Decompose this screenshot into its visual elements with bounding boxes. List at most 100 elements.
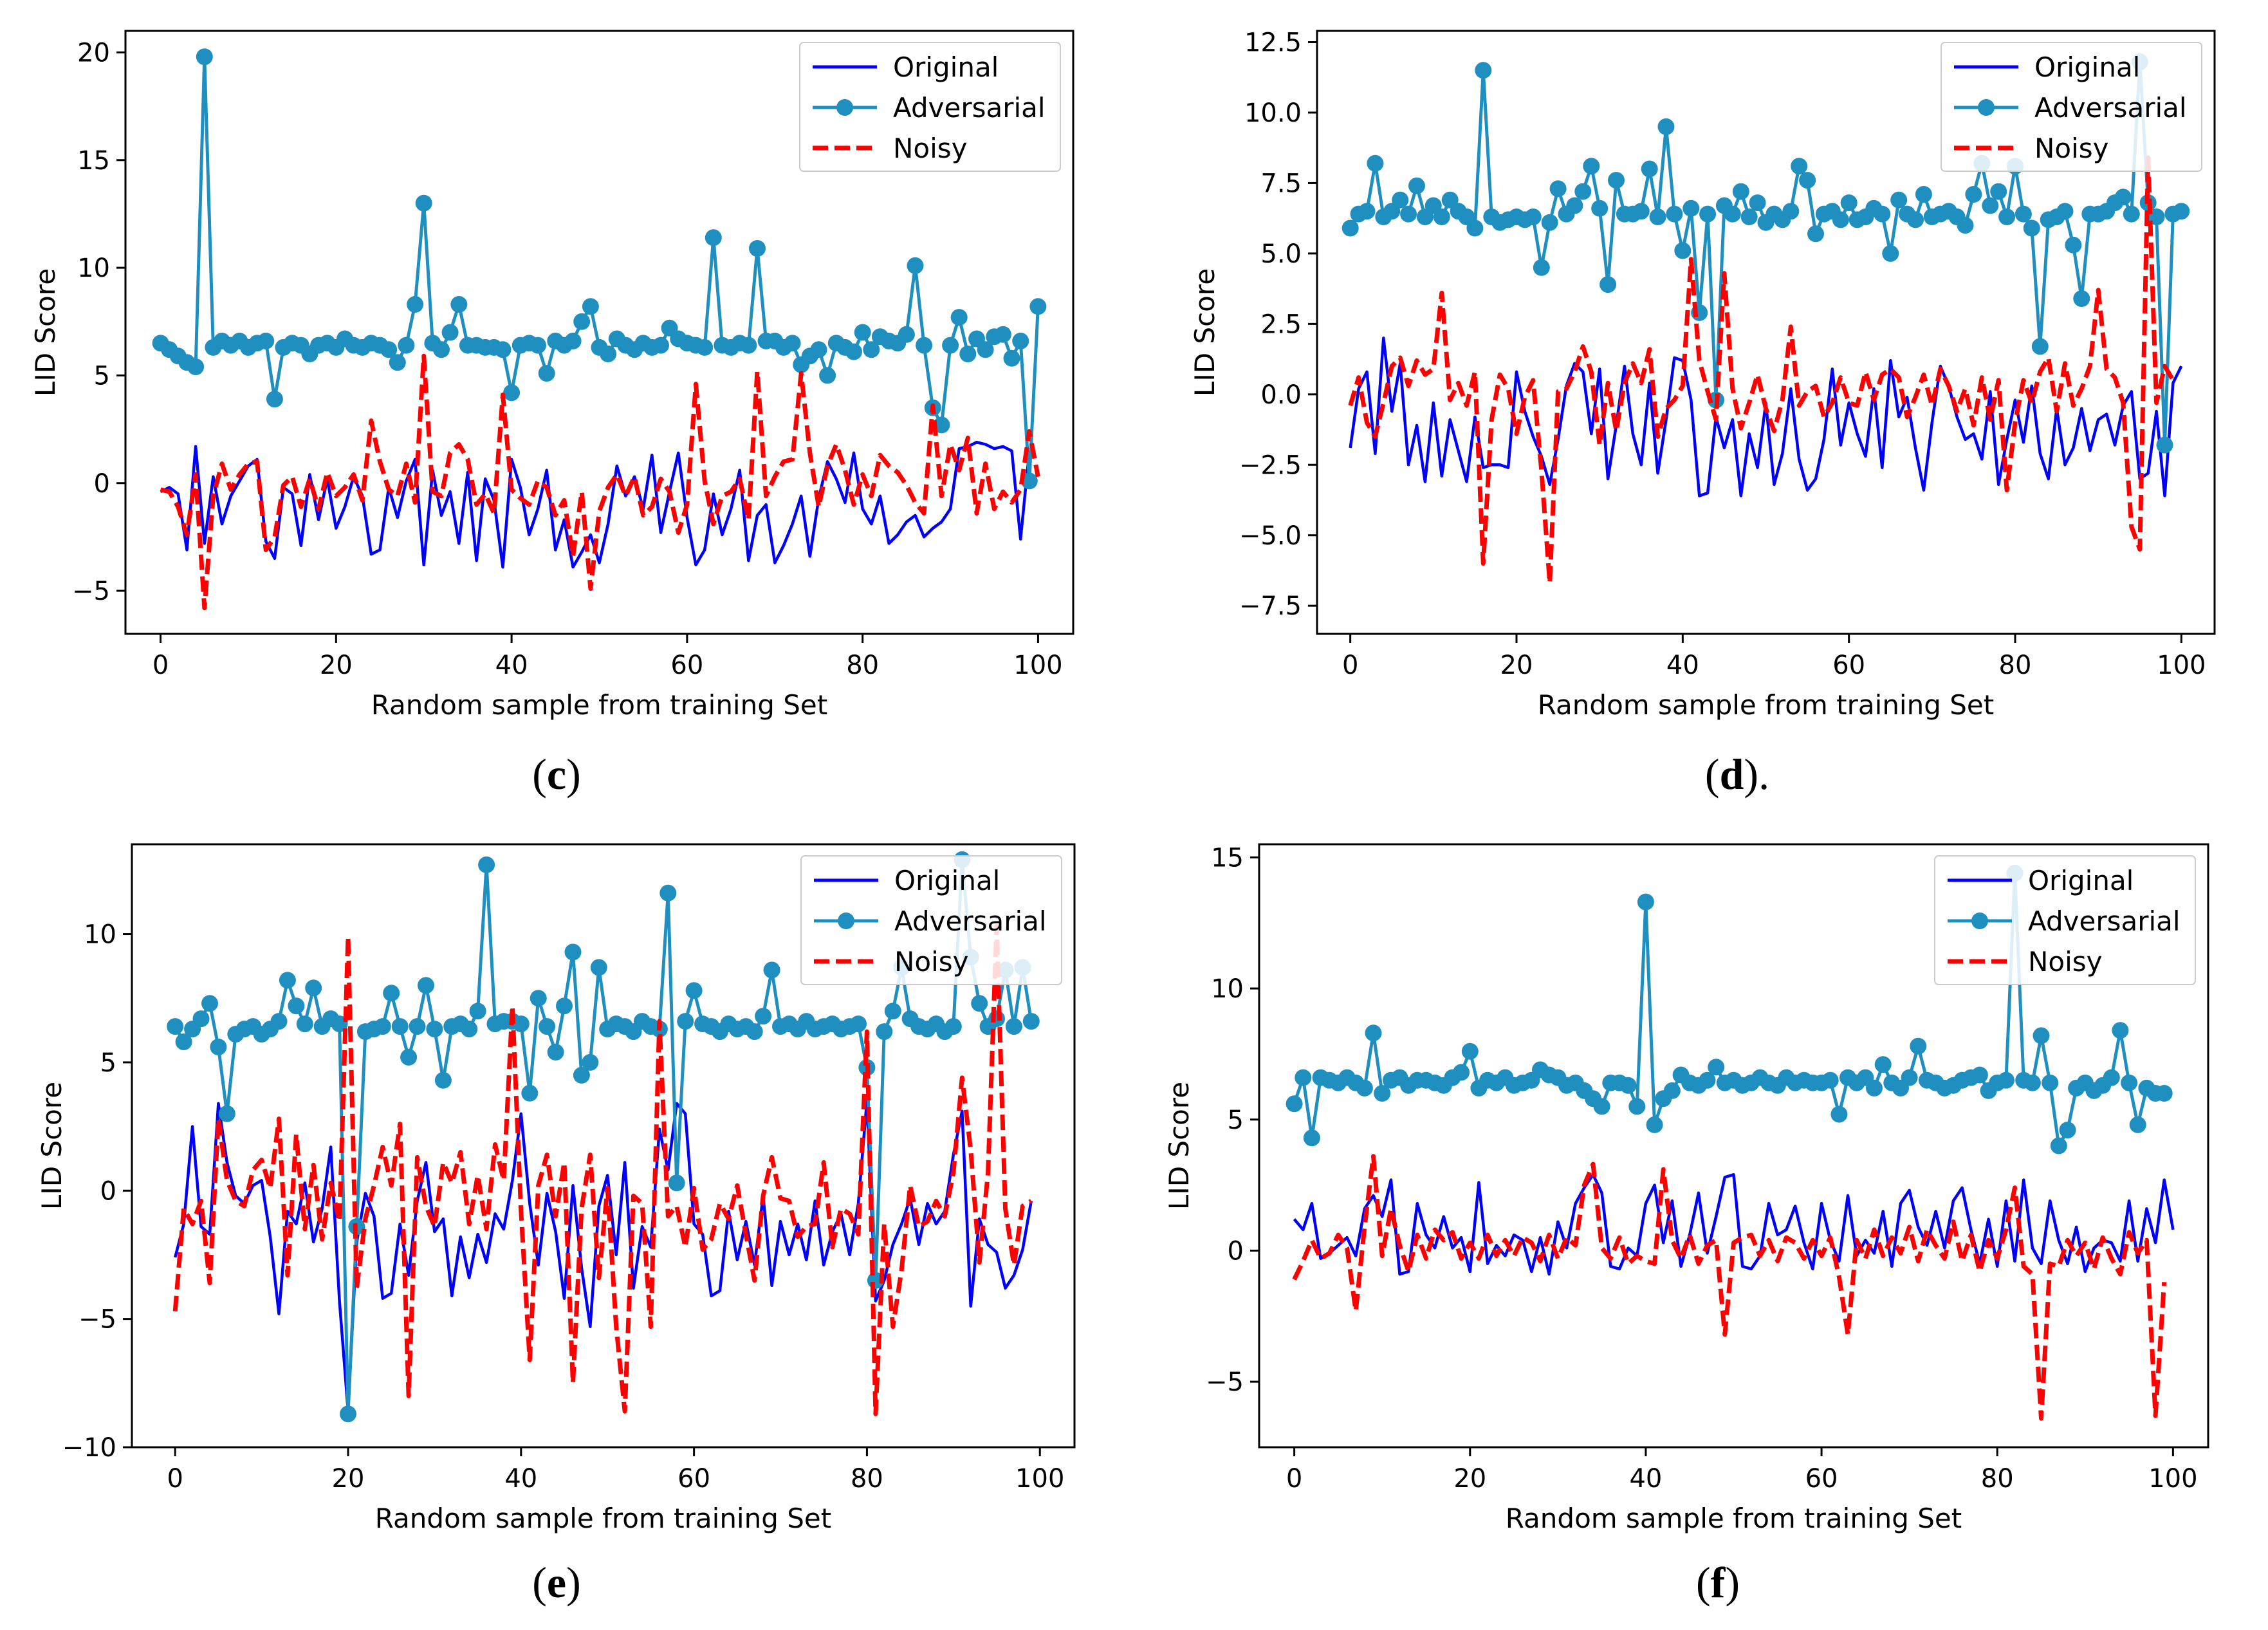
data-point xyxy=(810,341,827,358)
data-point xyxy=(1866,1079,1883,1097)
data-point xyxy=(916,337,933,354)
caption-c: (c) xyxy=(532,750,581,799)
series-noisy xyxy=(1348,155,2175,586)
data-point xyxy=(988,1010,1005,1028)
data-point xyxy=(192,1010,210,1028)
data-point xyxy=(1593,1098,1610,1115)
data-point xyxy=(590,959,607,976)
data-point xyxy=(1749,194,1766,212)
series-adversarial xyxy=(152,48,1047,490)
data-point xyxy=(450,296,468,313)
data-point xyxy=(2059,1122,2076,1139)
data-point xyxy=(415,194,432,212)
caption-e: (e) xyxy=(532,1558,581,1607)
data-point xyxy=(1600,276,1617,293)
data-point xyxy=(1971,1066,1988,1084)
x-tick-label: 60 xyxy=(1805,1464,1838,1494)
data-point xyxy=(1003,349,1020,367)
y-tick-label: 5 xyxy=(100,1048,116,1078)
data-point xyxy=(391,1018,409,1035)
data-point xyxy=(1365,1024,1382,1042)
data-point xyxy=(945,1018,962,1035)
data-point xyxy=(763,961,780,979)
y-tick-label: −5 xyxy=(72,577,110,606)
series-adversarial xyxy=(1286,864,2173,1154)
data-point xyxy=(1533,259,1550,276)
data-point xyxy=(279,972,296,989)
data-point xyxy=(374,1018,391,1035)
data-point xyxy=(539,1018,556,1035)
data-point xyxy=(1591,199,1609,217)
series-line-noisy xyxy=(160,353,1040,611)
x-axis-label: Random sample from training Set xyxy=(1538,689,1994,721)
data-point xyxy=(1699,205,1717,223)
x-tick-label: 80 xyxy=(846,651,879,680)
data-point xyxy=(2156,436,2173,454)
legend-box xyxy=(799,42,1061,172)
data-point xyxy=(441,324,459,341)
data-point xyxy=(1461,1042,1479,1060)
y-axis-label: LID Score xyxy=(1163,1082,1195,1210)
data-point xyxy=(2121,1074,2138,1091)
y-tick-label: 20 xyxy=(77,38,110,68)
data-point xyxy=(659,884,677,902)
data-point xyxy=(1020,472,1038,490)
data-point xyxy=(389,354,406,371)
legend-label-noisy: Noisy xyxy=(894,946,969,977)
data-point xyxy=(1782,203,1800,220)
x-axis-label: Random sample from training Set xyxy=(375,1503,831,1534)
series-line-noisy xyxy=(1292,1154,2167,1421)
data-point xyxy=(218,1105,235,1122)
data-point xyxy=(434,1071,452,1089)
x-tick-label: 100 xyxy=(2148,1464,2197,1494)
data-point xyxy=(1708,1059,1725,1076)
data-point xyxy=(1583,158,1600,175)
data-point xyxy=(705,229,722,246)
data-point xyxy=(933,416,950,434)
data-point xyxy=(1699,1071,1716,1089)
data-point xyxy=(2112,1022,2129,1039)
data-point xyxy=(2024,1074,2041,1091)
data-point xyxy=(898,326,915,343)
data-point xyxy=(1358,203,1376,220)
x-tick-label: 100 xyxy=(2157,651,2206,680)
data-point xyxy=(266,391,283,408)
data-point xyxy=(1915,186,1932,203)
data-point xyxy=(1998,208,2016,225)
series-line-original xyxy=(1349,337,2183,497)
data-point xyxy=(1392,191,1409,208)
data-point xyxy=(652,337,669,354)
data-point xyxy=(1657,118,1675,135)
chart-e-svg: 0 20 40 60 80 100 −10 −5 0 5 10 Random sample from … xyxy=(36,843,1076,1534)
caption-f: (f) xyxy=(1696,1558,1740,1607)
y-tick-label: 15 xyxy=(1211,843,1244,873)
series-noisy xyxy=(1292,1154,2167,1421)
data-point xyxy=(2065,236,2082,254)
data-point xyxy=(2014,205,2032,223)
data-point xyxy=(1466,219,1484,237)
data-point xyxy=(1807,225,1824,243)
data-point xyxy=(1990,183,2007,200)
chart-panel-d: 0 20 40 60 80 100 −7.5 −5.0 −2.5 0.0 2.5 5.0 7.5 10.0… xyxy=(1134,0,2268,813)
data-point xyxy=(1674,242,1692,259)
data-point xyxy=(2073,290,2090,307)
series-line-noisy xyxy=(172,924,1033,1416)
data-point xyxy=(1683,199,1700,217)
data-point xyxy=(547,1044,564,1060)
x-tick-label: 80 xyxy=(1999,651,2032,680)
x-tick-label: 20 xyxy=(332,1464,365,1494)
series-noisy xyxy=(172,924,1033,1416)
data-point xyxy=(1286,1095,1303,1113)
data-point xyxy=(740,337,757,354)
y-tick-label: −5 xyxy=(1206,1367,1244,1397)
data-point xyxy=(1005,1018,1022,1035)
data-point xyxy=(409,1018,426,1035)
data-point xyxy=(942,337,959,354)
x-tick-label: 0 xyxy=(167,1464,183,1494)
data-point xyxy=(1724,205,1741,223)
data-point xyxy=(1408,177,1425,194)
y-tick-label: 0 xyxy=(100,1176,116,1206)
y-tick-label: −5.0 xyxy=(1239,521,1302,551)
chart-f-svg: 0 20 40 60 80 100 −5 0 5 10 15 Random sample from t… xyxy=(1163,843,2209,1534)
legend-label-original: Original xyxy=(2034,51,2140,83)
